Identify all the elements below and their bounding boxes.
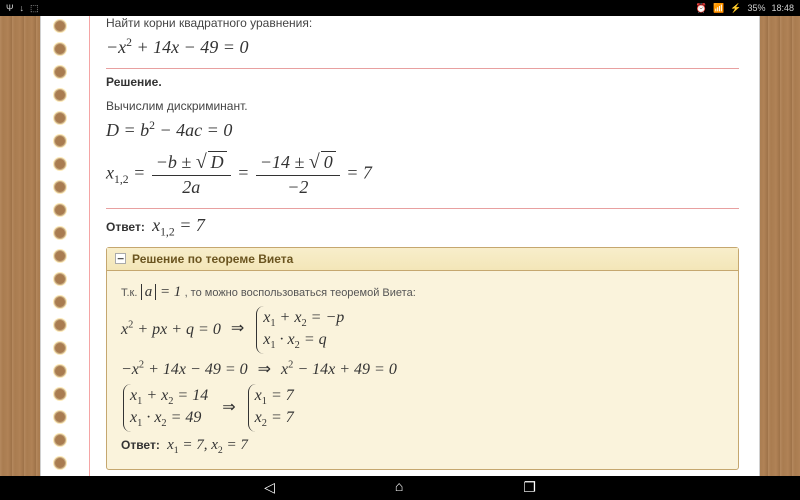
status-left: Ψ ↓ ⬚ <box>6 3 39 14</box>
clock: 18:48 <box>771 3 794 13</box>
alarm-icon: ⏰ <box>696 3 707 14</box>
math-content: Найти корни квадратного уравнения: −x2 +… <box>106 16 739 470</box>
status-right: ⏰ 📶 ⚡ 35% 18:48 <box>696 3 794 14</box>
recent-button[interactable]: ❐ <box>523 480 536 497</box>
answer-line: Ответ: x1,2 = 7 <box>106 215 739 239</box>
paper-sheet: Найти корни квадратного уравнения: −x2 +… <box>40 16 760 476</box>
battery-level: 35% <box>747 3 765 13</box>
vieta-specific: −x2 + 14x − 49 = 0 ⇒ x2 − 14x + 49 = 0 <box>121 359 724 379</box>
solution-label: Решение. <box>106 75 739 89</box>
nav-bar: ◁ ⌂ ❐ <box>0 476 800 500</box>
separator <box>106 68 739 69</box>
collapse-icon[interactable]: − <box>115 253 126 264</box>
vieta-title: Решение по теореме Виета <box>132 252 293 266</box>
answer-value: x1,2 = 7 <box>152 215 205 235</box>
vieta-general: x2 + px + q = 0 ⇒ x1 + x2 = −p x1 · x2 =… <box>121 306 724 354</box>
main-equation: −x2 + 14x − 49 = 0 <box>106 36 739 58</box>
desk-background: Найти корни квадратного уравнения: −x2 +… <box>0 16 800 476</box>
notif-icon: Ψ <box>6 3 14 13</box>
separator <box>106 208 739 209</box>
vieta-body: Т.к. a = 1 , то можно воспользоваться те… <box>107 271 738 470</box>
back-button[interactable]: ◁ <box>264 480 275 497</box>
download-icon: ↓ <box>20 3 25 13</box>
vieta-answer: Ответ: x1 = 7, x2 = 7 <box>121 437 724 456</box>
vieta-intro: Т.к. a = 1 , то можно воспользоваться те… <box>121 284 724 301</box>
binder-holes <box>51 16 71 476</box>
margin-line <box>89 16 90 476</box>
vieta-panel: − Решение по теореме Виета Т.к. a = 1 , … <box>106 247 739 471</box>
roots-formula: x1,2 = −b ± √D 2a = −14 ± √0 −2 = 7 <box>106 151 739 198</box>
status-bar: Ψ ↓ ⬚ ⏰ 📶 ⚡ 35% 18:48 <box>0 0 800 16</box>
answer-label: Ответ: <box>106 220 145 234</box>
home-button[interactable]: ⌂ <box>395 480 403 496</box>
wifi-icon: 📶 <box>713 3 724 14</box>
vieta-system: x1 + x2 = 14 x1 · x2 = 49 ⇒ x1 = 7 x2 = … <box>121 384 724 432</box>
discriminant-equation: D = b2 − 4ac = 0 <box>106 119 739 141</box>
discriminant-text: Вычислим дискриминант. <box>106 99 739 113</box>
charging-icon: ⚡ <box>730 3 741 14</box>
vieta-header[interactable]: − Решение по теореме Виета <box>107 248 738 271</box>
app-icon: ⬚ <box>30 3 39 14</box>
problem-prompt: Найти корни квадратного уравнения: <box>106 16 739 30</box>
